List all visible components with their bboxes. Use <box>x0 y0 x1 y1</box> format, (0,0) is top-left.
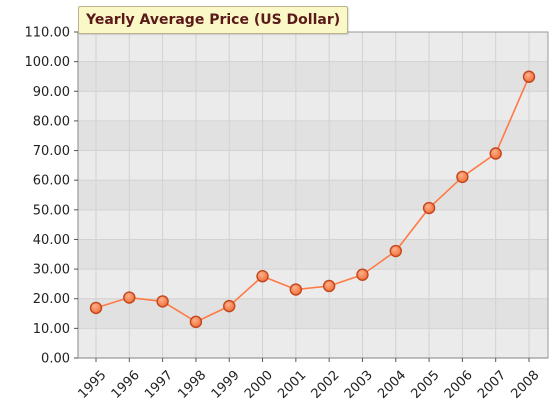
plot-band <box>78 269 548 299</box>
y-tick-label: 60.00 <box>33 174 70 189</box>
x-tick-label: 1998 <box>175 368 209 402</box>
data-point <box>256 270 269 283</box>
x-tick-label: 2007 <box>475 368 509 402</box>
y-tick-label: 70.00 <box>33 144 70 159</box>
x-tick-label: 1995 <box>75 368 109 402</box>
data-point <box>156 295 169 308</box>
series-line <box>95 76 530 323</box>
plot-band <box>78 120 548 151</box>
data-point <box>389 244 402 258</box>
y-tick-label: 80.00 <box>33 114 70 129</box>
x-tick-label: 2004 <box>375 368 409 402</box>
data-point <box>289 283 303 296</box>
x-tick-label: 1999 <box>209 368 243 402</box>
plot-band <box>78 61 548 92</box>
x-axis-labels: 1995 1996 1997 1998 1999 2000 2001 2002 2003 2004… <box>75 368 542 402</box>
plot-background <box>78 32 548 358</box>
data-point <box>422 201 436 215</box>
series-layer <box>89 70 536 329</box>
x-tick-label: 2000 <box>242 368 276 402</box>
y-tick-label: 100.00 <box>25 55 71 70</box>
y-tick-label: 30.00 <box>33 263 70 278</box>
plot-band <box>78 239 548 270</box>
plot-band <box>78 328 548 358</box>
y-axis-labels: 0.00 10.00 20.00 30.00 40.00 50.00 60.00 70.00 8… <box>25 26 71 367</box>
y-tick-label: 20.00 <box>33 292 70 307</box>
data-point <box>456 170 469 184</box>
y-tick-label: 50.00 <box>33 203 70 218</box>
y-tick-label: 10.00 <box>33 322 70 337</box>
data-point <box>489 147 502 160</box>
data-point <box>522 70 536 83</box>
x-tick-label: 2003 <box>342 368 376 402</box>
chart-title: Yearly Average Price (US Dollar) <box>78 6 349 34</box>
plot-band <box>78 150 548 181</box>
x-tick-label: 2005 <box>409 368 443 402</box>
data-point <box>223 299 236 313</box>
x-tick-label: 2001 <box>275 368 309 402</box>
y-tick-label: 110.00 <box>25 26 71 41</box>
y-tick-label: 40.00 <box>33 233 70 248</box>
x-tick-label: 1996 <box>109 368 143 402</box>
data-point <box>123 291 136 304</box>
plot-band <box>78 180 548 210</box>
x-tick-label: 2002 <box>309 368 343 402</box>
plot-band <box>78 209 548 240</box>
x-tick-label: 2006 <box>442 368 476 402</box>
data-point <box>189 315 203 329</box>
plot-band <box>78 32 548 62</box>
y-tick-label: 90.00 <box>33 85 70 100</box>
data-point <box>322 279 336 293</box>
plot-band <box>78 91 548 121</box>
x-tick-label: 1997 <box>142 368 176 402</box>
data-point <box>356 268 369 281</box>
plot-band <box>78 298 548 329</box>
data-point <box>89 301 103 315</box>
x-tick-label: 2008 <box>508 368 542 402</box>
grid-lines <box>78 31 548 359</box>
y-tick-label: 0.00 <box>41 352 70 367</box>
